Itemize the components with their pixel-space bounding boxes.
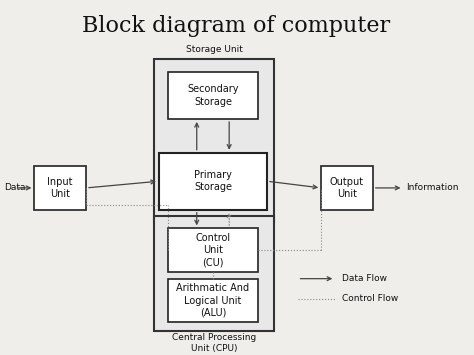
Bar bbox=[321, 166, 373, 210]
Text: Central Processing
Unit (CPU): Central Processing Unit (CPU) bbox=[172, 333, 256, 353]
Text: Output
Unit: Output Unit bbox=[330, 177, 364, 199]
Text: Data Flow: Data Flow bbox=[342, 274, 387, 283]
Bar bbox=[168, 72, 258, 119]
Text: Arithmatic And
Logical Unit
(ALU): Arithmatic And Logical Unit (ALU) bbox=[176, 283, 249, 318]
Bar bbox=[159, 153, 267, 210]
Bar bbox=[168, 279, 258, 322]
Text: Primary
Storage: Primary Storage bbox=[194, 170, 232, 192]
Text: Storage Unit: Storage Unit bbox=[186, 45, 243, 54]
Text: Data: Data bbox=[4, 184, 25, 192]
Bar bbox=[154, 59, 274, 222]
Bar bbox=[154, 217, 274, 331]
Text: Block diagram of computer: Block diagram of computer bbox=[82, 15, 391, 37]
Text: Control Flow: Control Flow bbox=[342, 294, 399, 303]
Text: Input
Unit: Input Unit bbox=[47, 177, 73, 199]
Text: Information: Information bbox=[406, 184, 458, 192]
Bar bbox=[168, 228, 258, 272]
Bar bbox=[34, 166, 86, 210]
Text: Control
Unit
(CU): Control Unit (CU) bbox=[195, 233, 230, 268]
Text: Secondary
Storage: Secondary Storage bbox=[187, 84, 239, 107]
